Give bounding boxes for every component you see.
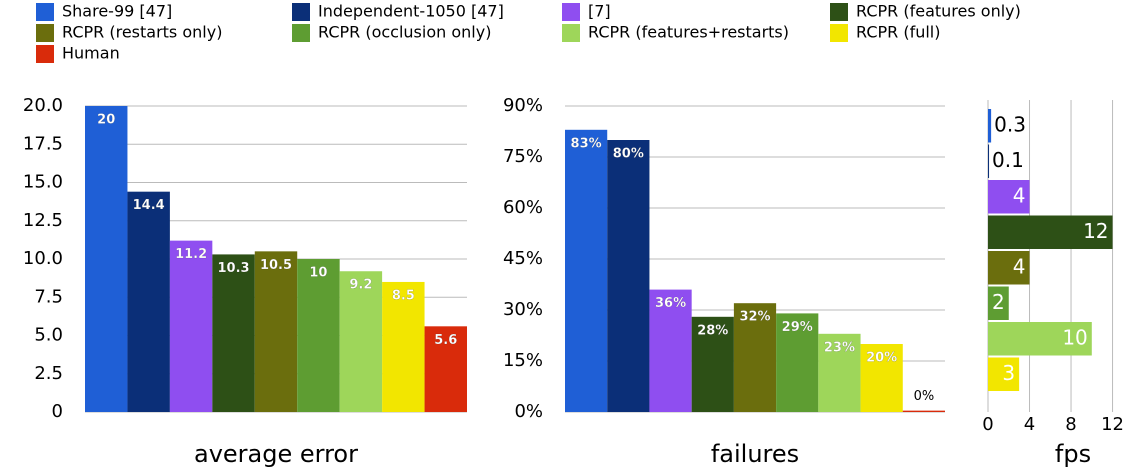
legend-swatch — [562, 24, 580, 42]
y-tick-label: 45% — [503, 248, 543, 269]
value-label: 83% — [571, 136, 602, 151]
legend-label: Human — [62, 44, 120, 63]
bar — [988, 357, 1020, 391]
value-label: 10.5 — [260, 258, 292, 273]
bar — [818, 333, 861, 412]
bar — [776, 313, 819, 412]
y-tick-label: 17.5 — [23, 133, 63, 154]
x-axis-label: failures — [711, 440, 799, 468]
value-label: 2 — [992, 290, 1005, 314]
value-label: 0% — [914, 389, 935, 404]
value-label: 10.3 — [218, 261, 250, 276]
legend-label: RCPR (full) — [856, 23, 941, 42]
value-label: 3 — [1002, 361, 1015, 385]
y-tick-label: 15.0 — [23, 172, 63, 193]
y-tick-label: 15% — [503, 350, 543, 371]
value-label: 28% — [697, 323, 728, 338]
legend-label: [7] — [588, 2, 611, 21]
bar — [988, 180, 1030, 214]
y-tick-label: 7.5 — [34, 286, 63, 307]
value-label: 20 — [97, 113, 115, 128]
bar — [169, 240, 213, 412]
value-label: 10 — [309, 266, 327, 281]
bar — [339, 271, 383, 412]
legend-swatch — [36, 45, 54, 63]
bar — [902, 410, 945, 412]
x-tick-label: 12 — [1101, 414, 1124, 435]
value-label: 10 — [1062, 325, 1087, 349]
legend-swatch — [292, 3, 310, 21]
x-axis-label: average error — [194, 440, 358, 468]
value-label: 8.5 — [392, 288, 415, 303]
value-label: 0.3 — [994, 112, 1026, 136]
value-label: 4 — [1013, 254, 1026, 278]
legend-label: RCPR (features+restarts) — [588, 23, 789, 42]
value-label: 29% — [782, 320, 813, 335]
y-tick-label: 60% — [503, 197, 543, 218]
value-label: 20% — [866, 351, 897, 366]
legend-swatch — [830, 3, 848, 21]
value-label: 9.2 — [349, 278, 372, 293]
value-label: 0.1 — [992, 148, 1024, 172]
y-tick-label: 0 — [52, 401, 63, 422]
y-tick-label: 10.0 — [23, 248, 63, 269]
bar — [254, 251, 298, 412]
x-tick-label: 0 — [982, 414, 993, 435]
bar — [565, 129, 608, 413]
y-tick-label: 2.5 — [34, 363, 63, 384]
bar — [988, 251, 1030, 285]
bar — [988, 286, 1009, 320]
bar — [733, 303, 777, 412]
x-tick-label: 4 — [1024, 414, 1035, 435]
legend-label: RCPR (occlusion only) — [318, 23, 491, 42]
legend-swatch — [36, 24, 54, 42]
bar — [649, 289, 692, 412]
value-label: 23% — [824, 340, 855, 355]
bar — [691, 316, 734, 412]
y-tick-label: 5.0 — [34, 325, 63, 346]
value-label: 11.2 — [175, 247, 207, 262]
legend-label: Share-99 [47] — [62, 2, 172, 21]
bar — [382, 281, 425, 412]
y-tick-label: 90% — [503, 95, 543, 116]
bar — [85, 106, 128, 412]
value-label: 12 — [1083, 219, 1108, 243]
bar — [297, 259, 340, 412]
y-tick-label: 75% — [503, 146, 543, 167]
bar — [127, 191, 170, 412]
legend-swatch — [562, 3, 580, 21]
legend-label: RCPR (restarts only) — [62, 23, 222, 42]
y-tick-label: 20.0 — [23, 95, 63, 116]
value-label: 4 — [1013, 183, 1026, 207]
y-tick-label: 30% — [503, 299, 543, 320]
bar — [424, 326, 467, 412]
legend-swatch — [830, 24, 848, 42]
legend-swatch — [292, 24, 310, 42]
legend-label: RCPR (features only) — [856, 2, 1021, 21]
bar — [607, 140, 650, 412]
y-tick-label: 0% — [514, 401, 543, 422]
bar — [988, 322, 1092, 356]
y-tick-label: 12.5 — [23, 210, 63, 231]
value-label: 14.4 — [133, 198, 165, 213]
value-label: 36% — [655, 296, 686, 311]
x-tick-label: 8 — [1065, 414, 1076, 435]
x-axis-label: fps — [1055, 440, 1091, 468]
bar — [988, 109, 992, 143]
value-label: 5.6 — [434, 333, 457, 348]
legend-swatch — [36, 3, 54, 21]
value-label: 80% — [613, 147, 644, 162]
legend-label: Independent-1050 [47] — [318, 2, 504, 21]
bar — [988, 215, 1113, 249]
value-label: 32% — [739, 310, 770, 325]
bar — [988, 144, 990, 178]
bar — [860, 344, 903, 412]
bar — [212, 254, 255, 412]
